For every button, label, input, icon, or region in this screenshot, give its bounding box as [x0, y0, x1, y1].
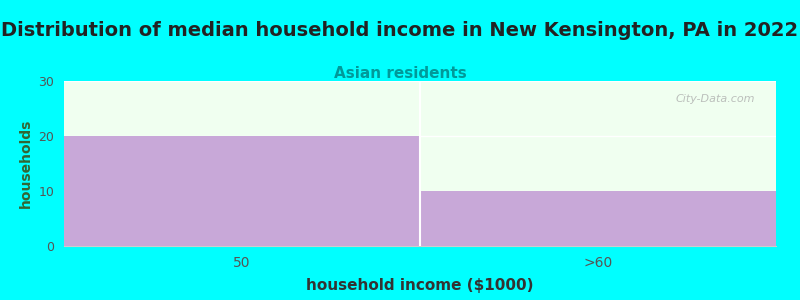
Y-axis label: households: households	[19, 119, 33, 208]
Text: Asian residents: Asian residents	[334, 66, 466, 81]
X-axis label: household income ($1000): household income ($1000)	[306, 278, 534, 293]
Bar	[420, 191, 776, 246]
Text: Distribution of median household income in New Kensington, PA in 2022: Distribution of median household income …	[2, 21, 798, 40]
Text: City-Data.com: City-Data.com	[675, 94, 754, 104]
Bar	[64, 136, 420, 246]
